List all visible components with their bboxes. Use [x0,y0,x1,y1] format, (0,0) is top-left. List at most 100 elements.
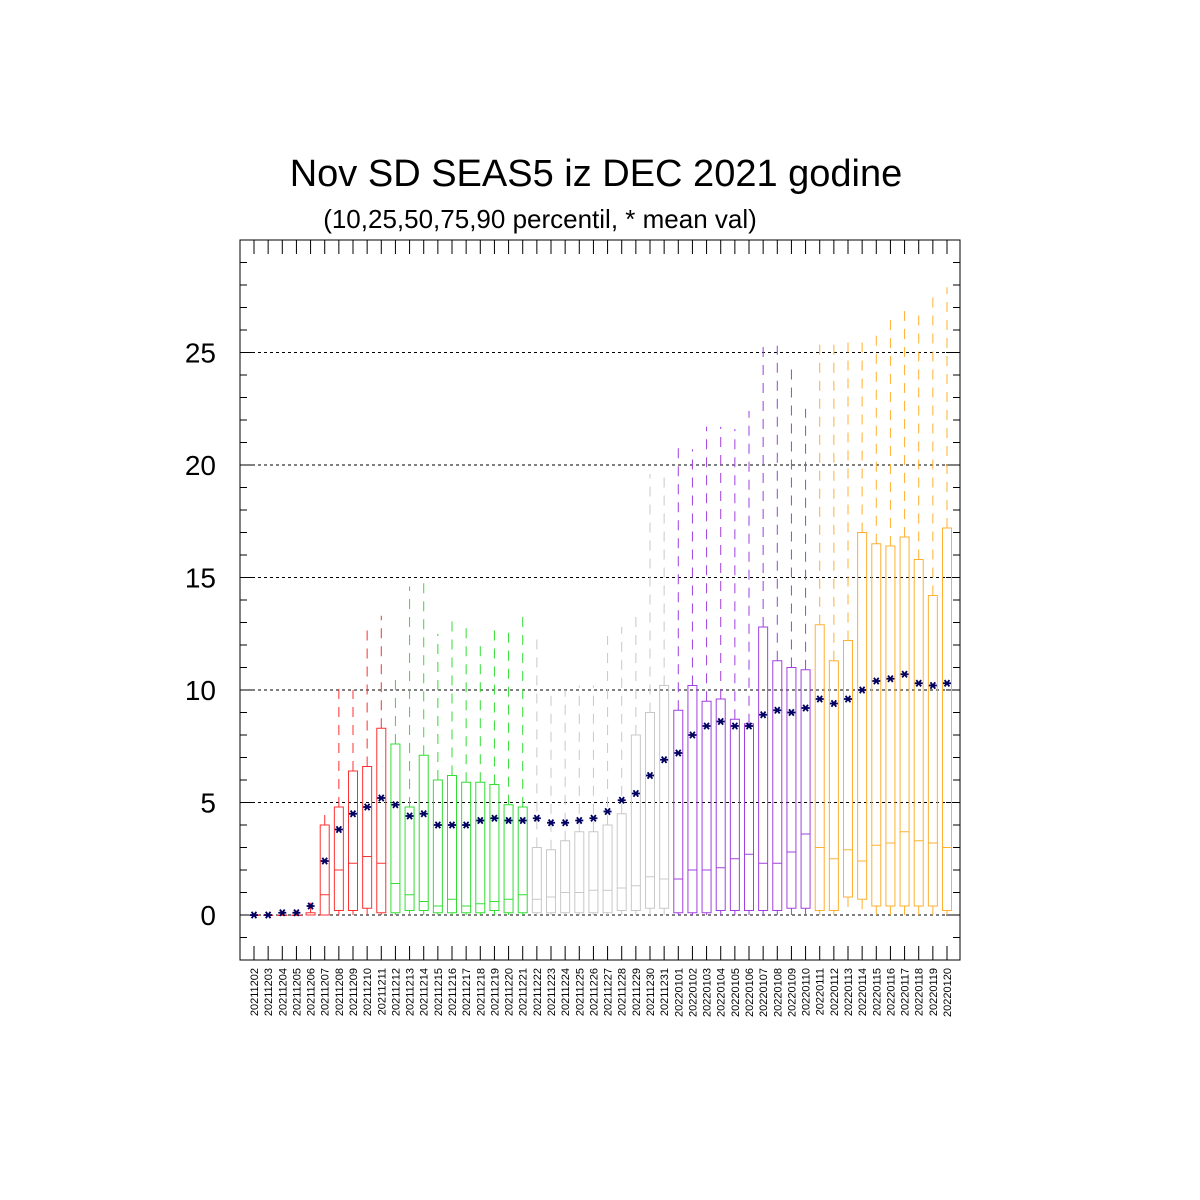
x-tick-label: 20211214 [419,968,431,1016]
x-tick-label: 20220111 [815,968,827,1015]
mean-marker [928,681,937,690]
box [475,781,486,914]
box [729,718,740,911]
mean-marker [943,679,951,687]
mean-marker [320,857,329,865]
box [348,770,358,911]
mean-marker [674,749,683,757]
mean-marker-stroke [943,679,951,687]
x-tick-label: 20211209 [348,968,360,1016]
mean-marker-stroke [760,711,767,719]
mean-marker-stroke [576,816,583,825]
box [447,775,457,914]
mean-marker [462,821,471,829]
mean-marker [646,771,654,780]
box [461,781,472,914]
box [376,727,387,914]
box [588,831,599,914]
x-tick-label: 20211217 [461,968,473,1016]
box [843,640,853,898]
mean-marker [603,807,612,816]
mean-marker [617,796,626,804]
x-tick-label: 20220103 [702,968,714,1017]
x-tick-label: 20211207 [320,968,332,1016]
box [319,824,330,916]
x-tick-label: 20220116 [885,968,897,1016]
mean-marker-stroke [788,708,795,717]
y-tick-label: 5 [200,788,216,819]
mean-marker-stroke [491,814,498,822]
box [645,712,655,909]
box [432,779,443,914]
box [546,849,556,914]
mean-marker [872,677,881,685]
mean-marker [334,825,343,834]
x-tick-label: 20220101 [673,968,685,1017]
box [659,685,670,909]
x-tick-label: 20211208 [334,968,346,1016]
mean-marker [829,699,838,708]
box [574,831,585,914]
mean-marker [631,789,640,798]
mean-marker [306,902,315,910]
x-tick-label: 20211219 [489,968,501,1016]
mean-marker-stroke [463,821,470,829]
box [503,804,514,914]
mean-marker [688,731,697,739]
box [489,784,500,911]
box [800,669,811,909]
mean-markers [250,670,951,919]
x-tick-label: 20220105 [730,968,742,1017]
mean-marker-stroke [915,679,922,687]
box [630,734,641,911]
mean-marker-stroke [406,812,413,820]
box [390,743,401,914]
mean-marker [504,816,513,825]
x-tick-label: 20211218 [475,968,487,1016]
box [927,595,938,907]
box [673,709,684,914]
boxplot-layer [249,287,952,916]
mean-marker [787,708,796,717]
mean-marker [405,812,414,820]
y-tick-label: 20 [185,450,216,481]
box [942,527,952,911]
mean-marker [349,810,357,818]
y-tick-label: 15 [185,563,216,594]
mean-marker-stroke [392,801,399,809]
mean-marker [250,911,258,919]
chart-title: Nov SD SEAS5 iz DEC 2021 godine [290,153,903,195]
mean-marker [532,814,541,822]
x-tick-label: 20211226 [588,968,600,1016]
box [899,536,910,907]
mean-marker [914,679,923,687]
box [885,545,896,907]
mean-marker-stroke [689,731,696,739]
mean-marker-stroke [887,675,894,683]
box [531,847,542,914]
mean-marker-stroke [802,704,809,712]
mean-marker-stroke [434,821,441,829]
x-tick-label: 20220115 [871,968,883,1016]
box [616,813,627,911]
mean-marker [886,675,895,683]
mean-marker [547,819,555,827]
x-tick-label: 20211204 [277,968,289,1016]
x-tick-label: 20211210 [362,968,374,1016]
mean-marker-stroke [830,699,837,708]
y-tick-label: 0 [200,900,216,931]
mean-marker [745,722,753,730]
mean-marker [815,695,824,703]
mean-marker-stroke [675,749,682,757]
mean-marker [518,816,527,825]
mean-marker-stroke [816,695,823,703]
mean-marker-stroke [533,814,540,822]
mean-marker [759,711,768,719]
mean-marker-stroke [448,821,456,829]
box [602,824,613,914]
x-tick-label: 20211216 [447,968,459,1016]
mean-marker-stroke [859,686,866,694]
mean-marker-stroke [547,819,555,827]
mean-marker-stroke [307,902,314,910]
